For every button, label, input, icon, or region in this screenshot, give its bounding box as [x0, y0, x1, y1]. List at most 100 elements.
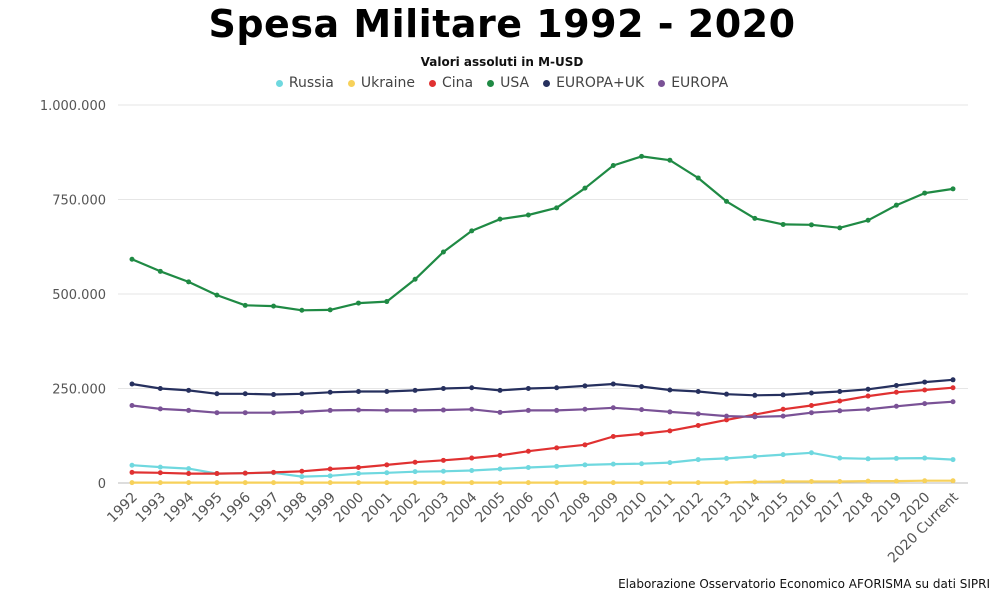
data-point [497, 466, 503, 472]
data-point [610, 461, 616, 467]
legend-label: Cina [441, 75, 474, 91]
data-point [837, 398, 843, 404]
data-point [355, 407, 361, 413]
data-point [893, 382, 899, 388]
data-point [695, 411, 701, 417]
data-point [327, 473, 333, 479]
data-point [837, 389, 843, 395]
data-point [554, 463, 560, 469]
data-point [299, 474, 305, 480]
data-point [695, 175, 701, 181]
data-point [837, 478, 843, 484]
data-point [610, 480, 616, 486]
y-tick-label: 0 [98, 477, 106, 492]
data-point [271, 480, 277, 486]
data-point [271, 303, 277, 309]
data-point [299, 307, 305, 313]
data-point [327, 389, 333, 395]
data-point [554, 480, 560, 486]
x-tick-label: 2009 [586, 490, 623, 527]
data-point [271, 469, 277, 475]
data-point [469, 468, 475, 474]
data-point [922, 190, 928, 196]
data-point [412, 387, 418, 393]
x-tick-label: 1995 [189, 490, 226, 527]
data-point [186, 279, 192, 285]
data-point [780, 413, 786, 419]
x-tick-label: 1999 [302, 490, 339, 527]
data-point [582, 462, 588, 468]
data-point [440, 386, 446, 391]
data-point [893, 403, 899, 409]
data-point [808, 478, 814, 484]
x-tick-label: 1993 [133, 490, 170, 527]
x-tick-label: 2017 [812, 490, 849, 527]
data-point [327, 307, 333, 313]
data-point [129, 469, 135, 475]
data-point [950, 377, 956, 383]
data-point [186, 387, 192, 393]
data-point [157, 480, 163, 486]
data-point [610, 381, 616, 387]
y-tick-label: 1.000.000 [40, 99, 106, 114]
data-point [724, 417, 730, 423]
data-point [157, 406, 163, 412]
x-tick-label: 2005 [472, 490, 509, 527]
x-tick-label: 2012 [671, 490, 708, 527]
data-point [440, 457, 446, 463]
data-point [667, 480, 673, 486]
legend-item: Russia [275, 75, 334, 91]
data-point [525, 480, 531, 486]
data-point [554, 385, 560, 391]
data-point [412, 469, 418, 475]
data-point [412, 480, 418, 486]
legend-item: USA [487, 75, 529, 91]
data-point [780, 392, 786, 398]
data-point [695, 480, 701, 486]
data-point [384, 470, 390, 476]
data-point [355, 300, 361, 306]
x-tick-label: 2001 [359, 490, 396, 527]
series-line-europa-uk [131, 378, 954, 397]
y-tick-label: 500.000 [52, 288, 106, 303]
data-point [497, 480, 503, 486]
data-point [610, 434, 616, 440]
legend-marker [658, 79, 666, 87]
data-point [865, 456, 871, 462]
legend-item: EUROPA+UK [543, 75, 644, 91]
data-point [837, 455, 843, 461]
data-point [469, 480, 475, 486]
x-tick-label: 2014 [727, 489, 764, 526]
data-point [724, 455, 730, 461]
data-point [327, 480, 333, 486]
data-point [865, 386, 871, 392]
data-point [808, 222, 814, 228]
data-point [667, 428, 673, 434]
data-point [724, 198, 730, 204]
data-point [752, 454, 758, 460]
x-tick-label: 2002 [387, 490, 424, 527]
x-tick-label: 2003 [416, 490, 453, 527]
data-point [355, 480, 361, 486]
data-point [780, 478, 786, 484]
data-point [129, 381, 135, 387]
data-point [582, 383, 588, 389]
source-note: Elaborazione Osservatorio Economico AFOR… [618, 577, 990, 591]
x-tick-label: 1997 [246, 490, 283, 527]
data-point [214, 391, 220, 397]
data-point [157, 464, 163, 470]
data-point [865, 217, 871, 223]
data-point [893, 202, 899, 208]
data-point [582, 480, 588, 486]
x-tick-label: 2008 [557, 490, 594, 527]
data-point [780, 452, 786, 458]
data-point [922, 401, 928, 407]
legend-item: Ukraine [347, 75, 415, 91]
data-point [157, 386, 163, 391]
data-point [582, 406, 588, 412]
data-point [384, 480, 390, 486]
data-point [299, 468, 305, 474]
data-point [865, 406, 871, 412]
data-point [780, 221, 786, 227]
data-point [610, 405, 616, 411]
